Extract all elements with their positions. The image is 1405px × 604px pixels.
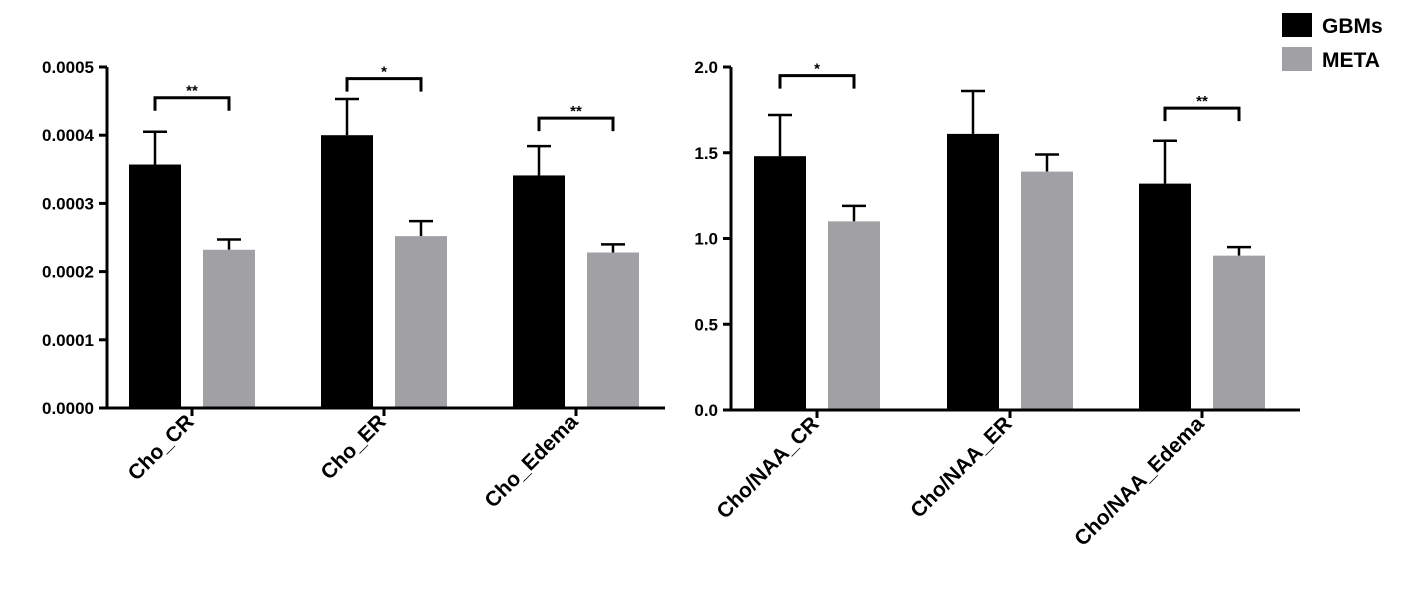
bar-meta [203,249,255,407]
significance-label: * [381,64,387,81]
y-tick-label: 1.5 [694,144,718,163]
y-tick-label: 0.0000 [42,399,94,418]
significance-bracket [537,116,615,132]
bar-meta [395,236,447,407]
y-tick-label: 0.0001 [42,331,94,350]
y-tick-label: 0.0003 [42,194,94,213]
significance-label: ** [1196,93,1208,110]
x-tick-label: Cho_ER [317,410,391,484]
significance-label: ** [570,103,582,120]
bar-gbms [129,164,181,407]
significance-bracket [153,96,231,111]
legend-swatch-gbms [1282,13,1312,37]
significance-bracket [778,74,856,89]
x-tick-label: Cho/NAA_CR [712,412,823,523]
significance-bracket [1163,106,1241,122]
y-tick-label: 0.0004 [42,126,95,145]
chart-cho-naa-ratio: 0.0 0.5 1.0 1.5 2.0 Cho/NAA_CR Cho/NAA_ER Cho/N… [694,58,1300,551]
y-tick-label: 2.0 [694,58,718,77]
significance-label: * [814,61,820,78]
y-tick-label: 1.0 [694,230,718,249]
chart-cho-ratio: 0.0000 0.0001 0.0002 0.0003 0.0004 0.0005 Cho_… [42,58,665,512]
bar-gbms [513,175,565,407]
legend: GBMs META [1282,13,1383,72]
bar-gbms [754,156,806,409]
bar-meta [1213,255,1265,409]
significance-label: ** [186,83,198,100]
legend-swatch-meta [1282,47,1312,71]
y-tick-label: 0.0005 [42,58,94,77]
bar-meta [828,221,880,409]
bar-gbms [947,133,999,409]
bar-meta [587,252,639,407]
significance-bracket [345,77,423,92]
x-tick-label: Cho_Edema [480,410,582,512]
y-tick-label: 0.0002 [42,263,94,282]
bar-gbms [321,135,373,407]
y-tick-label: 0.5 [694,315,718,334]
legend-label-meta: META [1322,49,1380,72]
bar-meta [1021,171,1073,409]
bar-gbms [1139,183,1191,409]
legend-label-gbms: GBMs [1322,15,1383,38]
y-tick-label: 0.0 [694,401,718,420]
x-tick-label: Cho/NAA_Edema [1070,412,1209,551]
x-tick-label: Cho_CR [124,410,199,485]
x-tick-label: Cho/NAA_ER [906,412,1016,522]
